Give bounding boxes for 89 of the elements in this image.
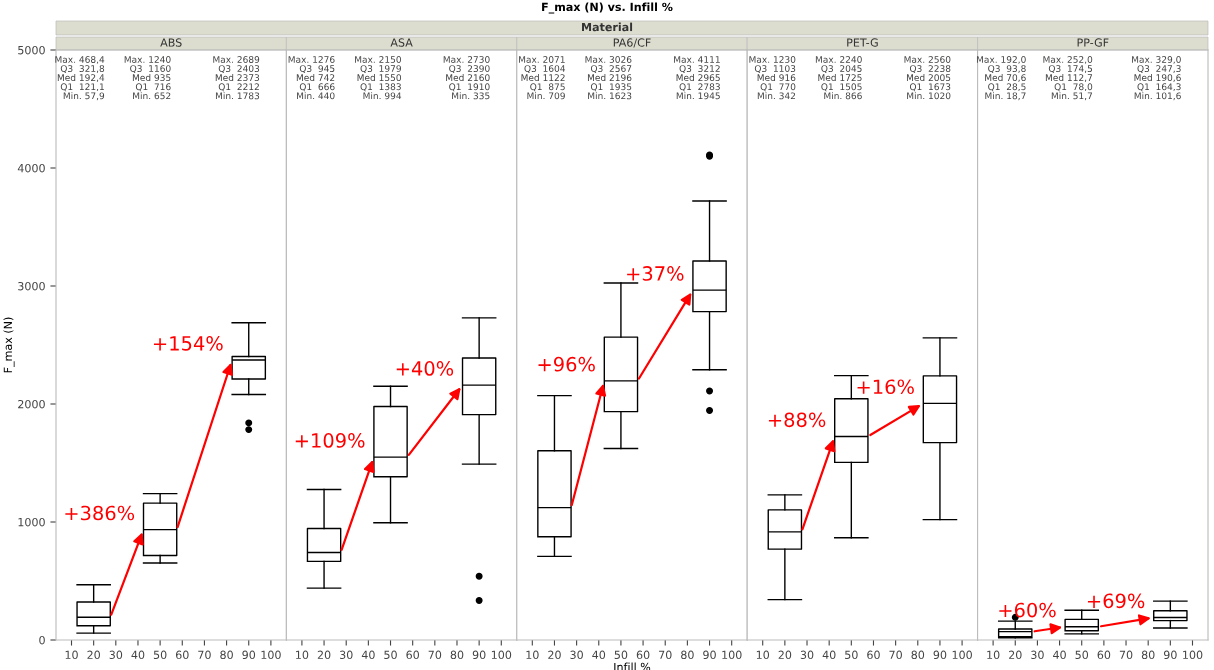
chart-title: ASA xyxy=(390,38,413,47)
x-tick-label: 60 xyxy=(867,650,880,660)
text: Max. 1230 Q3 1103 Med 916 Q1 770 Min. 342 xyxy=(749,56,796,100)
x-tick-label: 60 xyxy=(175,650,189,660)
x-tick-label: 90 xyxy=(1163,650,1177,660)
chart-title: PP-GF xyxy=(1077,38,1109,47)
text: Max. 4111 Q3 3212 Med 2965 Q1 2783 Min. 1945 xyxy=(674,56,720,100)
text: Max. 2560 Q3 2238 Med 2005 Q1 1673 Min. 1020 xyxy=(904,56,951,100)
x-tick-label: 90 xyxy=(242,650,256,660)
x-tick-label: 70 xyxy=(889,650,902,660)
annotation: +88% xyxy=(768,412,826,428)
annotation: +69% xyxy=(1087,593,1145,609)
x-tick-label: 20 xyxy=(87,650,100,660)
x-tick-label: 80 xyxy=(911,650,925,660)
x-tick-label: 50 xyxy=(384,650,397,660)
x-tick-label: 80 xyxy=(450,650,464,660)
x-tick-label: 80 xyxy=(220,650,233,660)
text: Max. 2071 Q3 1604 Med 1122 Q1 875 Min. 709 xyxy=(519,56,566,100)
chart-title: PA6/CF xyxy=(613,38,651,48)
x-tick-label: 80 xyxy=(1141,650,1155,660)
x-tick-label: 30 xyxy=(339,650,353,660)
text: Max. 192,0 Q3 93,8 Med 70,6 Q1 28,5 Min. 18,7 xyxy=(976,56,1026,101)
annotation: +40% xyxy=(396,361,454,376)
x-tick-label: 40 xyxy=(592,650,606,660)
x-tick-label: 60 xyxy=(636,650,650,660)
x-tick-label: 70 xyxy=(1119,650,1133,660)
x-tick-label: 10 xyxy=(65,650,78,660)
text: F_max (N) vs. Infill % xyxy=(542,2,673,14)
x-tick-label: 10 xyxy=(987,650,1000,660)
x-tick-label: 90 xyxy=(933,650,947,660)
annotation: +96% xyxy=(538,356,595,372)
annotation: +37% xyxy=(627,266,684,281)
annotation: +16% xyxy=(857,379,914,395)
x-tick-label: 40 xyxy=(361,650,375,660)
text: Max. 468,4 Q3 321,8 Med 192,4 Q1 121,1 Min. 57,9 xyxy=(55,56,105,101)
x-tick-label: 100 xyxy=(491,650,512,660)
x-tick-label: 20 xyxy=(1009,650,1022,660)
x-tick-label: 60 xyxy=(1097,650,1111,660)
annotation: +386% xyxy=(65,505,135,521)
x-tick-label: 60 xyxy=(406,650,420,660)
x-tick-label: 80 xyxy=(681,650,694,660)
text: Material xyxy=(582,22,633,32)
annotation: +60% xyxy=(999,602,1056,618)
text: Max. 1240 Q3 1160 Med 935 Q1 716 Min. 652 xyxy=(124,56,171,100)
x-tick-label: 100 xyxy=(952,650,972,660)
x-tick-label: 10 xyxy=(756,650,770,660)
y-tick-label: 1000 xyxy=(18,517,45,527)
x-tick-label: 50 xyxy=(614,650,628,660)
x-tick-label: 70 xyxy=(428,650,442,660)
chart-title: PET-G xyxy=(847,38,878,47)
annotation: +154% xyxy=(153,335,223,351)
text: Max. 2150 Q3 1979 Med 1550 Q1 1383 Min. 994 xyxy=(355,56,402,100)
x-tick-label: 30 xyxy=(1031,650,1044,660)
text: Max. 252,0 Q3 174,5 Med 112,7 Q1 78,0 Min. 51,7 xyxy=(1043,56,1093,101)
x-tick-label: 30 xyxy=(109,650,123,660)
y-tick-label: 3000 xyxy=(18,281,45,291)
y-tick-label: 2000 xyxy=(18,399,45,409)
x-tick-label: 90 xyxy=(703,650,716,660)
text: Max. 2240 Q3 2045 Med 1725 Q1 1505 Min. 866 xyxy=(815,56,862,100)
x-tick-label: 100 xyxy=(261,650,281,660)
x-tick-label: 50 xyxy=(1075,650,1089,660)
text: Max. 1276 Q3 945 Med 742 Q1 666 Min. 440 xyxy=(288,56,335,100)
x-tick-label: 70 xyxy=(659,650,672,660)
text: Max. 2689 Q3 2403 Med 2373 Q1 2212 Min. 1783 xyxy=(213,56,260,100)
x-tick-label: 10 xyxy=(526,650,539,660)
x-tick-label: 10 xyxy=(296,650,309,660)
y-tick-label: 4000 xyxy=(17,163,45,173)
x-tick-label: 40 xyxy=(822,650,836,660)
y-tick-label: 0 xyxy=(39,635,45,645)
x-tick-label: 20 xyxy=(778,650,792,660)
x-tick-label: 50 xyxy=(845,650,858,660)
x-tick-label: 50 xyxy=(153,650,167,660)
x-tick-label: 100 xyxy=(1183,650,1203,660)
x-tick-label: 30 xyxy=(800,650,814,660)
x-tick-label: 100 xyxy=(722,650,742,660)
x-tick-label: 40 xyxy=(131,650,145,660)
x-tick-label: 70 xyxy=(198,650,211,660)
chart-title: ABS xyxy=(160,38,182,47)
x-tick-label: 90 xyxy=(472,650,486,660)
x-tick-label: 20 xyxy=(317,650,331,660)
x-tick-label: 20 xyxy=(548,650,561,660)
text: Max. 3026 Q3 2567 Med 2196 Q1 1935 Min. 1623 xyxy=(585,56,632,100)
annotation: +109% xyxy=(295,433,365,448)
text: Max. 2730 Q3 2390 Med 2160 Q1 1910 Min. 335 xyxy=(443,56,490,100)
y-tick-label: 5000 xyxy=(18,45,45,55)
x-tick-label: 40 xyxy=(1053,650,1066,660)
x-tick-label: 30 xyxy=(570,650,583,660)
text: Max. 329,0 Q3 247,3 Med 190,6 Q1 164,3 Min. 101,6 xyxy=(1132,56,1181,101)
y-axis-title: F_max (N) xyxy=(3,317,15,373)
